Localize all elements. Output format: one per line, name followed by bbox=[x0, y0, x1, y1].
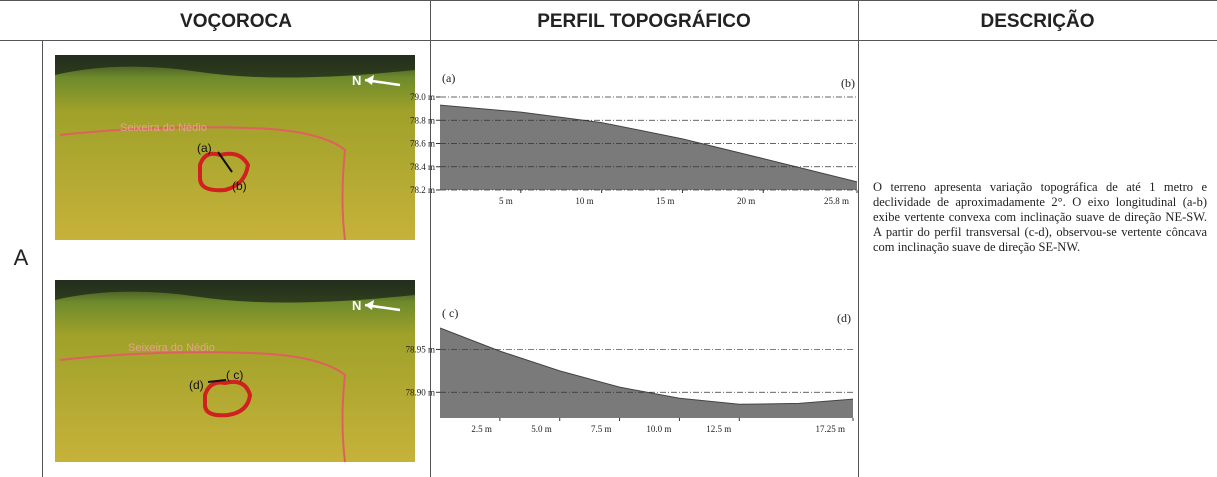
x-tick-label: 20 m bbox=[737, 196, 755, 206]
column-header: PERFIL TOPOGRÁFICO bbox=[430, 0, 858, 40]
y-tick-label: 78.4 m bbox=[410, 162, 435, 172]
x-tick-label: 7.5 m bbox=[591, 424, 612, 434]
profile-end-label: (b) bbox=[841, 76, 855, 90]
profile-start-label: (a) bbox=[442, 71, 455, 85]
x-tick-label: 15 m bbox=[656, 196, 674, 206]
y-tick-label: 78.2 m bbox=[410, 185, 435, 195]
x-tick-label: 10.0 m bbox=[646, 424, 671, 434]
y-tick-label: 78.95 m bbox=[405, 344, 435, 354]
y-tick-label: 78.6 m bbox=[410, 139, 435, 149]
north-label: N bbox=[352, 73, 361, 88]
profile-end-label: (d) bbox=[837, 311, 851, 325]
place-label: Seixeira do Nédio bbox=[120, 122, 207, 134]
row-label: A bbox=[14, 245, 29, 270]
x-tick-label: 2.5 m bbox=[471, 424, 492, 434]
place-label: Seixeira do Nédio bbox=[128, 342, 215, 354]
page: A N Seixeira do Nédio (a) (b) N Seixeira… bbox=[0, 0, 1217, 477]
x-tick-label: 10 m bbox=[575, 196, 593, 206]
marker-label: ( c) bbox=[226, 368, 243, 382]
marker-label: (a) bbox=[197, 141, 212, 155]
x-tick-label: 17.25 m bbox=[815, 424, 845, 434]
x-tick-label: 25.8 m bbox=[824, 196, 849, 206]
description: O terreno apresenta variação topográfica… bbox=[873, 180, 1207, 255]
marker-label: (d) bbox=[189, 378, 204, 392]
profile-area bbox=[440, 105, 857, 190]
y-tick-label: 78.90 m bbox=[405, 387, 435, 397]
x-tick-label: 12.5 m bbox=[706, 424, 731, 434]
north-label: N bbox=[352, 298, 361, 313]
column-header: DESCRIÇÃO bbox=[858, 0, 1217, 40]
profile-area bbox=[440, 328, 853, 418]
y-tick-label: 79.0 m bbox=[410, 92, 435, 102]
marker-label: (b) bbox=[232, 179, 247, 193]
y-tick-label: 78.8 m bbox=[410, 115, 435, 125]
x-tick-label: 5.0 m bbox=[531, 424, 552, 434]
column-header: VOÇOROCA bbox=[42, 0, 430, 40]
x-tick-label: 5 m bbox=[499, 196, 513, 206]
profile-start-label: ( c) bbox=[442, 306, 458, 320]
